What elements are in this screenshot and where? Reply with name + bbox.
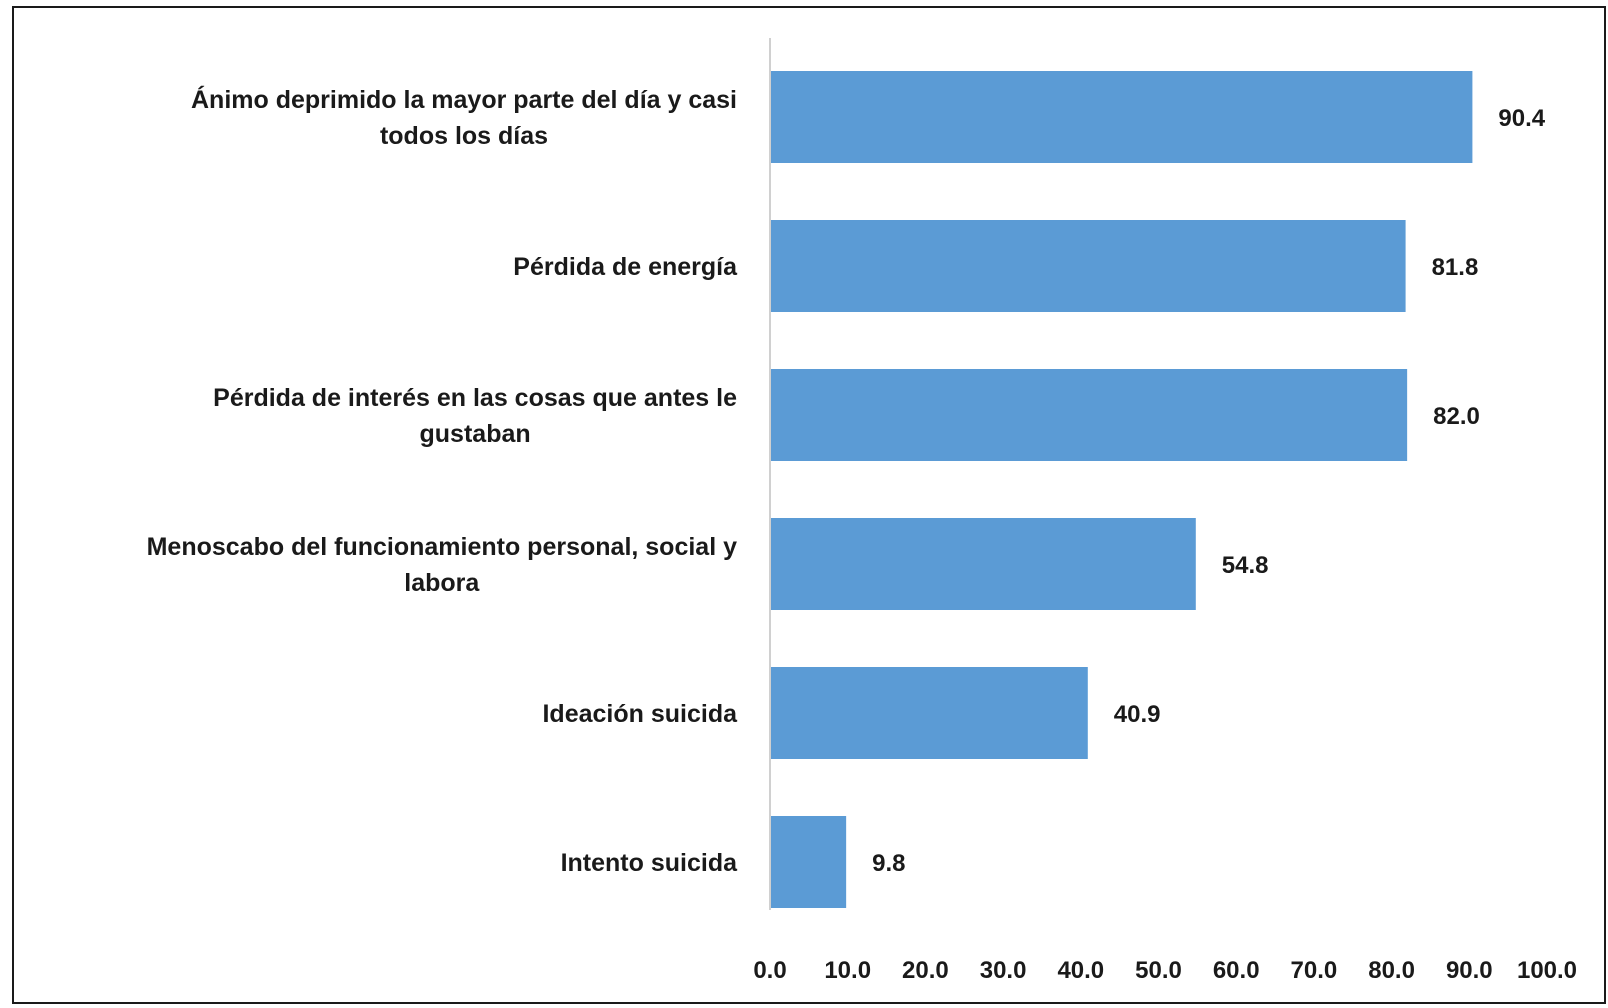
value-label-0: 90.4	[1498, 105, 1545, 132]
category-label-1-line-0: Pérdida de energía	[513, 253, 738, 281]
category-labels-group: Ánimo deprimido la mayor parte del día y…	[147, 85, 739, 877]
value-label-4: 40.9	[1114, 701, 1161, 728]
category-label-4: Ideación suicida	[542, 700, 738, 728]
category-label-0-line-0: Ánimo deprimido la mayor parte del día y…	[191, 85, 737, 114]
category-label-0-line-1: todos los días	[380, 122, 548, 150]
x-tick-label-2: 20.0	[902, 957, 949, 984]
category-label-4-line-0: Ideación suicida	[542, 700, 738, 728]
x-tick-label-8: 80.0	[1368, 957, 1415, 984]
category-label-3: Menoscabo del funcionamiento personal, s…	[147, 533, 738, 597]
category-label-2-line-0: Pérdida de interés en las cosas que ante…	[213, 384, 737, 412]
category-label-5: Intento suicida	[561, 849, 739, 877]
bar-1	[770, 220, 1406, 312]
category-label-1: Pérdida de energía	[513, 253, 738, 281]
category-label-2-line-1: gustaban	[420, 420, 531, 448]
x-tick-label-9: 90.0	[1446, 957, 1493, 984]
bar-3	[770, 518, 1196, 610]
x-tick-label-10: 100.0	[1517, 957, 1577, 984]
bar-5	[770, 816, 847, 908]
value-label-1: 81.8	[1432, 254, 1479, 281]
x-tick-label-4: 40.0	[1057, 957, 1104, 984]
bar-0	[770, 71, 1473, 163]
x-tick-label-7: 70.0	[1291, 957, 1338, 984]
value-label-5: 9.8	[872, 850, 905, 877]
value-label-2: 82.0	[1433, 403, 1480, 430]
category-label-3-line-0: Menoscabo del funcionamiento personal, s…	[147, 533, 738, 561]
x-tick-label-3: 30.0	[980, 957, 1027, 984]
x-tick-label-6: 60.0	[1213, 957, 1260, 984]
x-tick-label-5: 50.0	[1135, 957, 1182, 984]
x-tick-label-1: 10.0	[824, 957, 871, 984]
category-label-5-line-0: Intento suicida	[561, 849, 739, 877]
category-label-3-line-1: labora	[404, 569, 480, 597]
category-label-0: Ánimo deprimido la mayor parte del día y…	[191, 85, 737, 150]
category-label-2: Pérdida de interés en las cosas que ante…	[213, 384, 737, 448]
value-labels-group: 90.4 81.8 82.0 54.8 40.9 9.8	[872, 105, 1546, 877]
bars-group	[770, 71, 1473, 908]
bar-4	[770, 667, 1088, 759]
x-tick-labels-group: 0.0 10.0 20.0 30.0 40.0 50.0 60.0 70.0 80.0 90.0 1…	[753, 957, 1577, 984]
value-label-3: 54.8	[1222, 552, 1269, 579]
bar-2	[770, 369, 1408, 461]
x-tick-label-0: 0.0	[753, 957, 786, 984]
